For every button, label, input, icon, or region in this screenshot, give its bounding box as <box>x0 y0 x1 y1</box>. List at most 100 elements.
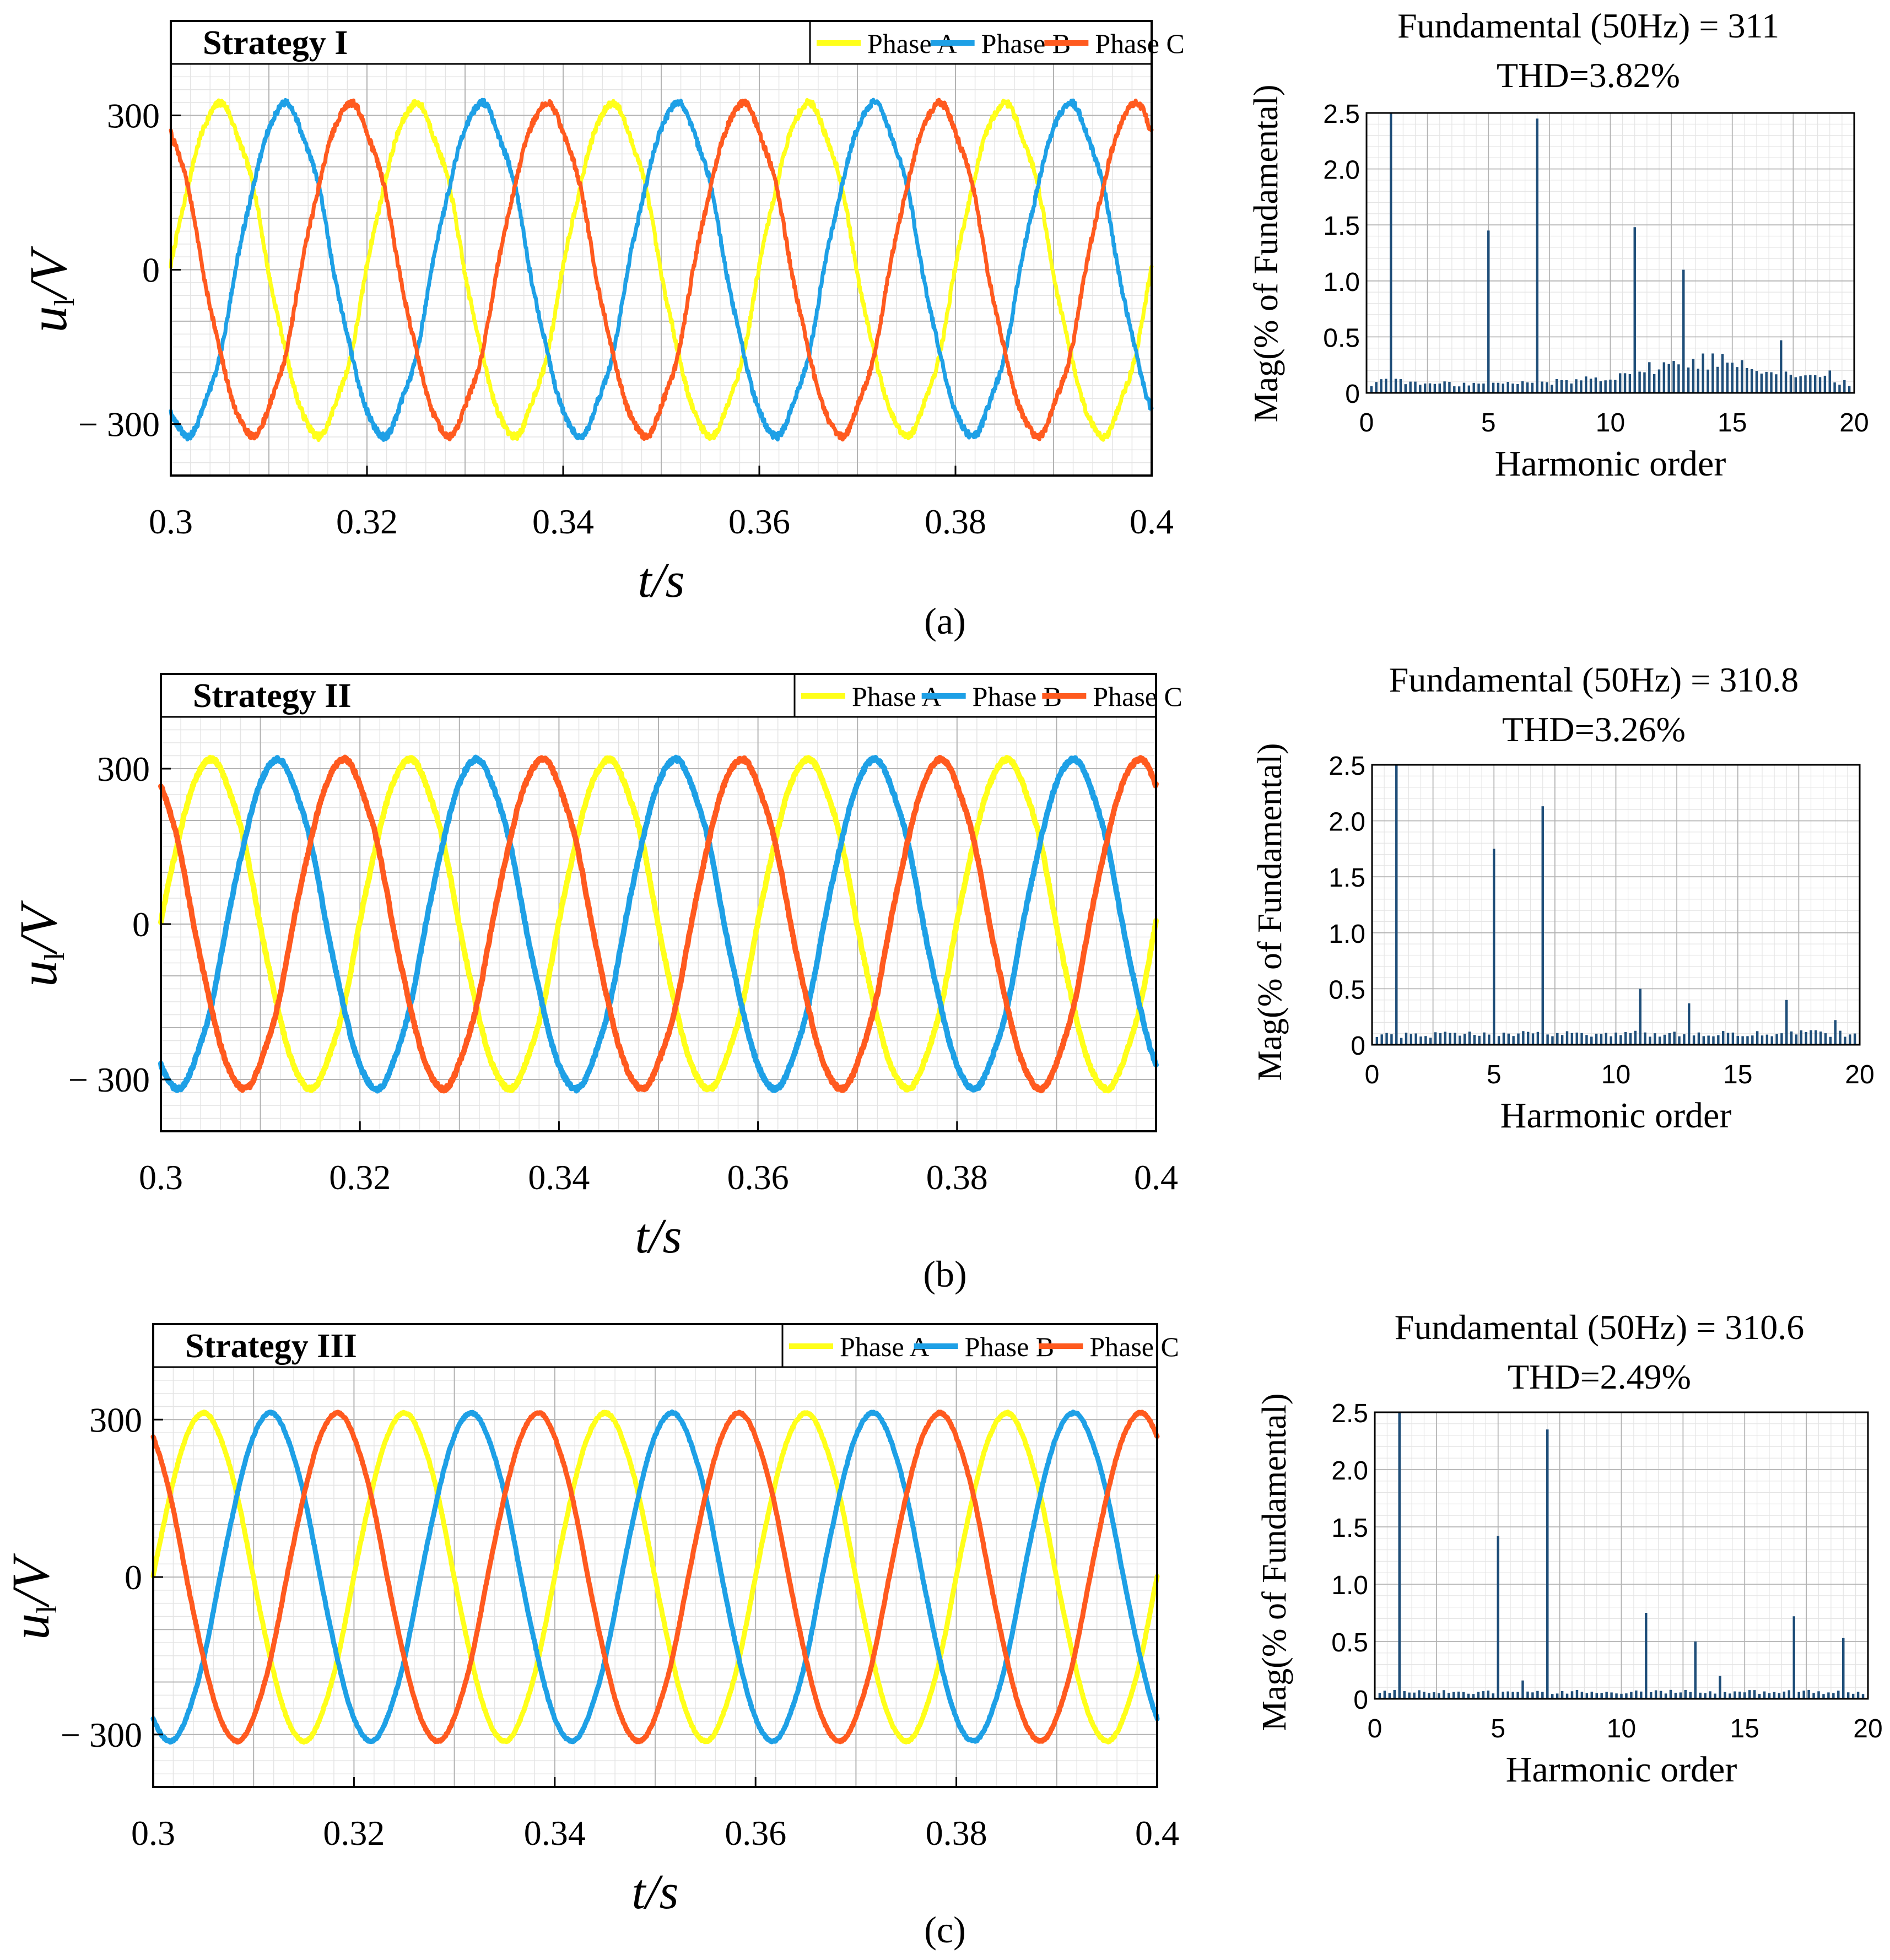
spectrum-bar <box>1726 363 1729 393</box>
y-axis-label: Mag(% of Fundamental) <box>1251 743 1289 1081</box>
spectrum-bar <box>1380 1034 1383 1045</box>
spectrum-bar <box>1783 1691 1786 1699</box>
spectrum-bar <box>1643 372 1646 393</box>
spectrum-bar <box>1380 379 1383 393</box>
spectrum-bar <box>1741 1036 1744 1045</box>
x-tick-label: 0.3 <box>131 1813 175 1853</box>
spectrum-bar <box>1648 362 1651 393</box>
spectrum-bar <box>1614 1032 1617 1045</box>
spectrum-bar <box>1795 1034 1798 1045</box>
y-tick-label: 2.5 <box>1329 752 1365 781</box>
x-axis-label: Harmonic order <box>1495 444 1726 484</box>
spectrum-bar <box>1702 353 1704 393</box>
spectrum-bar <box>1452 1692 1455 1699</box>
spectrum-bar <box>1635 1690 1638 1699</box>
spectrum-bar <box>1424 1036 1427 1045</box>
spectrum-bar <box>1570 1033 1574 1045</box>
spectrum-bar-harmonic-13 <box>1694 1642 1697 1699</box>
spectrum-bar <box>1462 1692 1465 1699</box>
spectrum-bar <box>1794 377 1797 393</box>
plot-frame <box>160 673 1157 1132</box>
spectrum-bar-harmonic-5 <box>1497 1536 1499 1699</box>
spectrum-bar <box>1370 386 1373 393</box>
spectrum-bar <box>1805 1032 1807 1045</box>
spectrum-bar <box>1414 1033 1417 1045</box>
spectrum-bar <box>1689 1692 1692 1699</box>
y-axis-label: ul/V <box>1 1553 63 1640</box>
y-tick-label: 0 <box>1345 380 1360 409</box>
spectrum-bar <box>1403 1691 1406 1699</box>
spectrum-bar <box>1444 1032 1446 1045</box>
spectrum-bar-harmonic-14 <box>1719 1676 1721 1699</box>
spectrum-bar <box>1472 1694 1475 1699</box>
spectrum-bar <box>1428 1693 1430 1699</box>
spectrum-bar <box>1619 1035 1622 1045</box>
x-tick-label: 20 <box>1853 1714 1882 1743</box>
spectrum-bar <box>1832 1693 1835 1699</box>
y-axis-label-unit: /V <box>9 900 68 955</box>
series-line-phase-c <box>150 1410 1160 1745</box>
spectrum-bar <box>1443 1690 1445 1699</box>
spectrum-bar <box>1522 1031 1525 1045</box>
spectrum-bar <box>1699 1692 1702 1699</box>
spectrum-title-thd: THD=3.82% <box>1497 56 1680 95</box>
spectrum-bar <box>1439 1033 1442 1045</box>
y-axis-label-main: u <box>19 306 78 332</box>
spectrum-bar <box>1604 380 1607 393</box>
y-tick-label: 2.5 <box>1323 100 1360 129</box>
x-tick-label: 0.32 <box>323 1813 385 1853</box>
spectrum-bar <box>1770 372 1773 393</box>
spectrum-bar <box>1502 384 1505 393</box>
spectrum-bar <box>1649 1692 1653 1699</box>
spectrum-bar <box>1750 369 1753 393</box>
spectrum-bar <box>1758 1693 1761 1699</box>
spectrum-bar <box>1775 374 1778 393</box>
spectrum-bar <box>1551 1694 1554 1699</box>
y-tick-label: 1.5 <box>1331 1514 1368 1543</box>
spectrum-title-thd: THD=3.26% <box>1502 710 1686 749</box>
spectrum-bar-harmonic-19 <box>1834 1020 1837 1045</box>
spectrum-bar <box>1375 1036 1379 1045</box>
x-tick-label: 0.4 <box>1135 1813 1179 1853</box>
spectrum-bar <box>1487 1691 1490 1699</box>
spectrum-bar <box>1605 1692 1608 1699</box>
spectrum-bar <box>1853 1033 1856 1045</box>
spectrum-bar <box>1526 1032 1530 1045</box>
spectrum-bar <box>1585 1693 1589 1699</box>
spectrum-chart-strategy-1: Fundamental (50Hz) = 311 THD=3.82% 0 5 10 15 2… <box>1248 6 1869 484</box>
y-tick-label: 0.5 <box>1323 323 1360 353</box>
x-tick-label: 15 <box>1730 1714 1759 1743</box>
spectrum-bar <box>1640 1691 1643 1699</box>
spectrum-bar <box>1428 383 1432 393</box>
spectrum-bar <box>1856 1692 1860 1699</box>
spectrum-bar <box>1724 1692 1726 1699</box>
series-line-phase-a <box>150 1410 1160 1745</box>
x-tick-label: 0.34 <box>528 1158 590 1197</box>
spectrum-bar <box>1410 1034 1413 1045</box>
spectrum-bar <box>1775 1034 1778 1045</box>
spectrum-bar <box>1462 382 1466 393</box>
y-tick-label: 1.0 <box>1331 1571 1368 1600</box>
legend-label: Phase C <box>1093 681 1182 712</box>
spectrum-bar <box>1488 1034 1491 1045</box>
spectrum-bar <box>1654 1690 1657 1699</box>
spectrum-bar <box>1741 360 1743 393</box>
spectrum-bar <box>1536 1032 1540 1045</box>
spectrum-bar <box>1714 1693 1716 1699</box>
spectrum-bar-harmonic-5 <box>1493 849 1495 1045</box>
spectrum-chart-strategy-2: Fundamental (50Hz) = 310.8 THD=3.26% 0 5 10 1… <box>1251 660 1875 1136</box>
y-tick-label: 1.5 <box>1323 212 1360 241</box>
spectrum-bar <box>1383 1691 1386 1699</box>
spectrum-bar <box>1802 1691 1805 1699</box>
x-tick-label: 0.34 <box>532 502 594 541</box>
spectrum-bar <box>1851 1693 1855 1699</box>
spectrum-bar <box>1448 381 1451 393</box>
spectrum-bar <box>1663 1034 1666 1045</box>
y-tick-label: − 300 <box>78 405 160 444</box>
spectrum-bar <box>1418 1690 1421 1699</box>
spectrum-bar <box>1541 1692 1544 1699</box>
spectrum-bar <box>1511 384 1514 393</box>
legend-box <box>793 673 1157 718</box>
spectrum-bar <box>1580 1692 1584 1699</box>
spectrum-bar-harmonic-19 <box>1828 370 1831 393</box>
